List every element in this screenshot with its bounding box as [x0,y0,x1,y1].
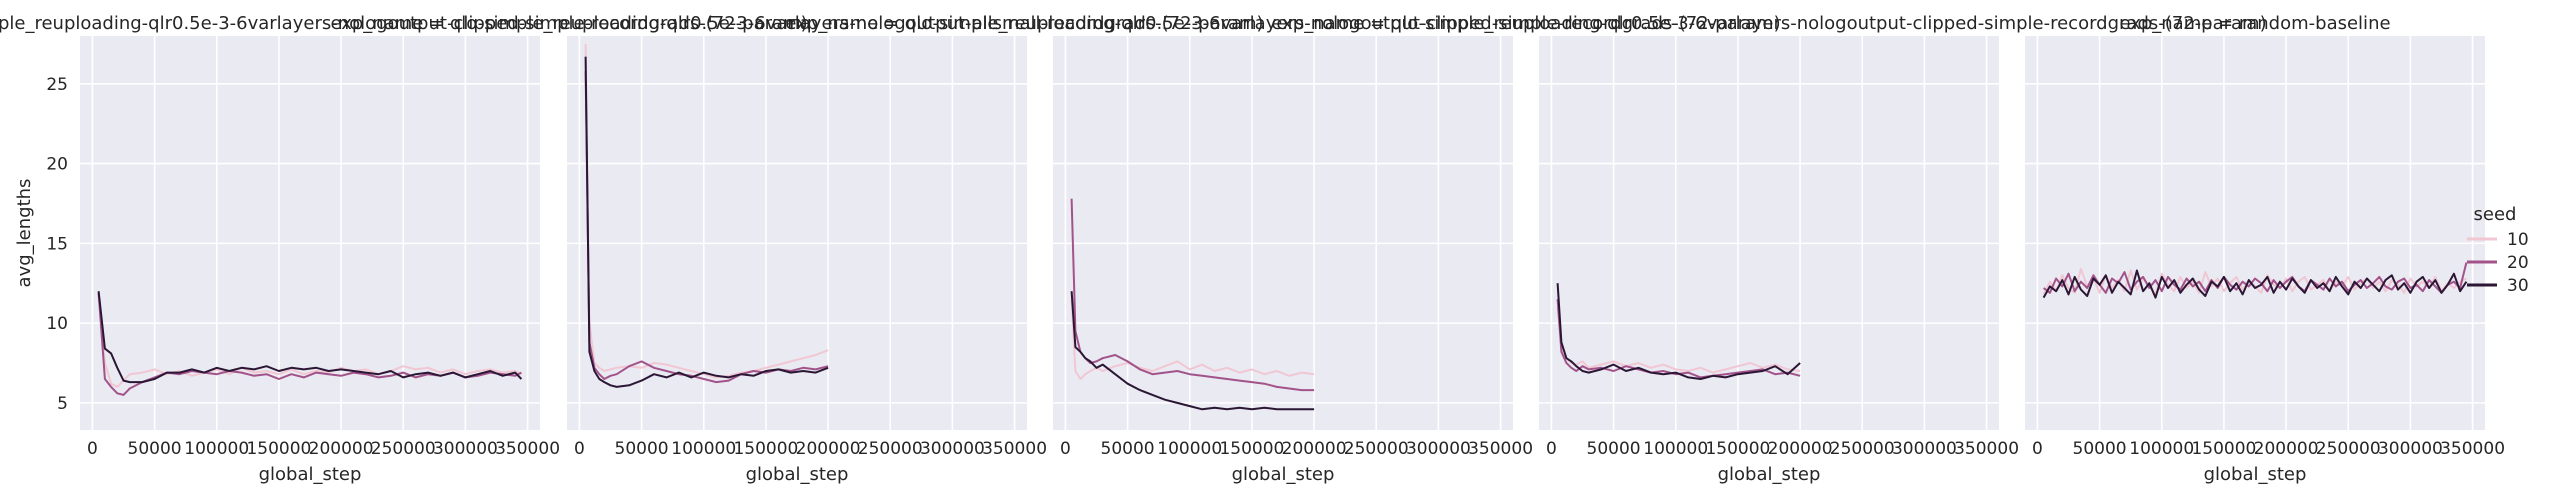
series-line-seed-30 [1070,291,1315,411]
plot-background [567,36,1027,430]
x-tick-label: 300000 [1892,439,1957,459]
series-line-seed-30 [1556,283,1801,380]
panel-title: exp_name = qlo-simple_reuploading-qlr0.5… [785,13,1780,34]
x-tick-label: 100000 [184,439,249,459]
legend-label-10: 10 [2507,230,2529,250]
x-tick-label: 350000 [2440,439,2505,459]
x-tick-label: 250000 [1830,439,1895,459]
series-line-seed-30 [2042,269,2468,299]
x-axis-label: global_step [746,464,849,485]
x-tick-label: 250000 [1344,439,1409,459]
x-tick-label: 300000 [1406,439,1471,459]
series-lines [97,291,523,396]
x-tick-label: 250000 [858,439,923,459]
x-tick-label: 300000 [433,439,498,459]
x-tick-label: 150000 [733,439,798,459]
x-tick-label: 0 [1060,439,1071,459]
x-tick-label: 150000 [2191,439,2256,459]
y-tick-label: 15 [46,234,68,254]
panel-title: exp_name = qlo-simple_reuploading-qlr0.5… [0,13,808,34]
x-axis-label: global_step [259,464,362,485]
panel-title: exp_name = qlo-simple_reuploading-qlr0.5… [330,13,1263,34]
x-tick-label: 50000 [1101,439,1155,459]
x-tick-label: 50000 [1587,439,1641,459]
series-line-seed-10 [97,294,522,388]
x-tick-label: 0 [574,439,585,459]
x-tick-label: 350000 [1954,439,2019,459]
x-tick-label: 200000 [309,439,374,459]
chart-panels: 0 50000 1000001500002000002500003000003500… [0,13,2505,485]
x-tick-label: 350000 [495,439,560,459]
x-tick-label: 150000 [1219,439,1284,459]
legend: seed 10 20 30 [2467,204,2529,296]
series-line-seed-20 [1070,198,1315,392]
legend-label-20: 20 [2507,253,2529,273]
x-tick-label: 150000 [1705,439,1770,459]
series-lines [1070,198,1315,411]
series-line-seed-10 [584,43,829,379]
series-line-seed-30 [97,291,523,384]
x-tick-label: 50000 [128,439,182,459]
plot-background [1539,36,1999,430]
panel-1: 0 50000 1000001500002000002500003000003500… [0,13,808,485]
series-lines [1556,283,1801,380]
series-line-seed-20 [1556,299,1801,379]
y-tick-label: 20 [46,155,68,175]
x-tick-label: 350000 [982,439,1047,459]
y-tick-label: 5 [57,394,68,414]
y-axis-label: avg_lengths [14,179,35,288]
x-axis-label: global_step [2204,464,2307,485]
series-line-seed-30 [584,56,829,388]
x-tick-label: 200000 [1282,439,1347,459]
x-tick-label: 0 [2032,439,2043,459]
x-tick-label: 200000 [2254,439,2319,459]
x-tick-label: 300000 [2378,439,2443,459]
panel-title: exp_name = random-baseline [2119,13,2390,34]
x-tick-label: 50000 [2073,439,2127,459]
x-tick-label: 200000 [1768,439,1833,459]
plot-background [1053,36,1513,430]
x-tick-label: 350000 [1468,439,1533,459]
panel-title: exp_name = qlo-simple_reuploading-qlr0.5… [1271,13,2266,34]
x-tick-label: 300000 [920,439,985,459]
x-tick-label: 100000 [2129,439,2194,459]
series-lines [2042,262,2468,299]
x-axis-label: global_step [1718,464,1821,485]
y-tick-label: 10 [46,314,68,334]
panel-5: 0 50000 1000001500002000002500003000003500… [2025,13,2505,485]
panel-3: 0 50000 1000001500002000002500003000003500… [785,13,1780,485]
x-tick-label: 100000 [1157,439,1222,459]
plot-background [80,36,540,430]
x-tick-label: 50000 [615,439,669,459]
series-line-seed-10 [1070,299,1315,380]
legend-label-30: 30 [2507,276,2529,296]
x-tick-label: 100000 [671,439,736,459]
x-axis-label: global_step [1232,464,1335,485]
plot-background [2025,36,2485,430]
x-tick-label: 150000 [246,439,311,459]
x-tick-label: 200000 [796,439,861,459]
x-tick-label: 250000 [371,439,436,459]
panel-2: 0 50000 1000001500002000002500003000003500… [330,13,1263,485]
panel-4: 0 50000 1000001500002000002500003000003500… [1271,13,2266,485]
legend-title: seed [2474,204,2517,225]
x-tick-label: 100000 [1643,439,1708,459]
y-tick-label: 25 [46,75,68,95]
x-tick-label: 0 [1546,439,1557,459]
series-lines [584,43,829,388]
x-tick-label: 250000 [2316,439,2381,459]
x-tick-label: 0 [87,439,98,459]
